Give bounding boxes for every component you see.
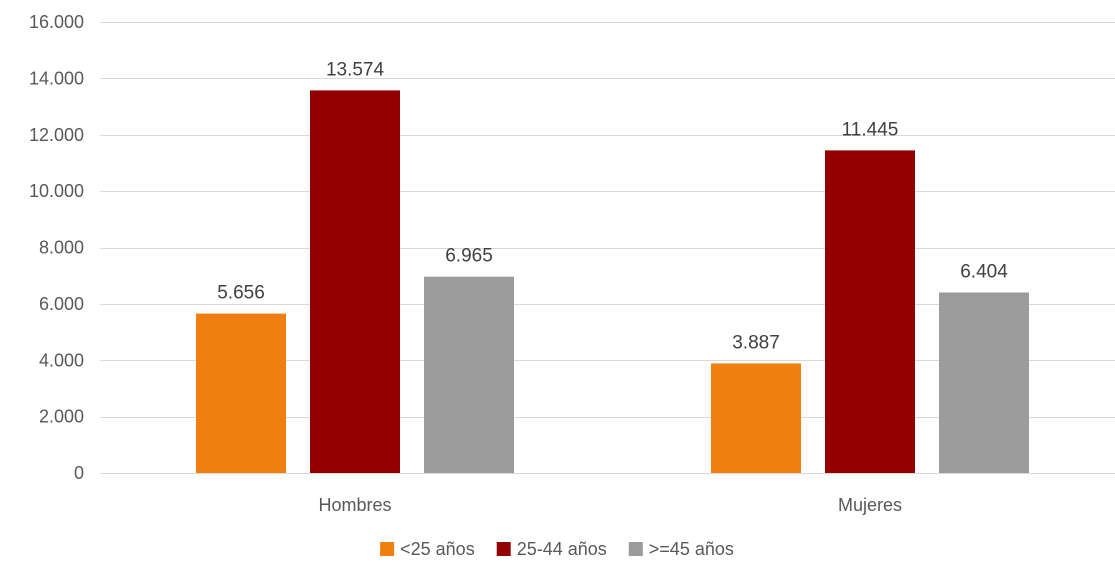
x-category-label: Hombres [318,495,391,515]
legend-label: <25 años [400,539,475,559]
y-tick-label: 8.000 [39,238,84,258]
bar [424,276,514,473]
legend-swatch [628,542,643,556]
legend-label: >=45 años [649,539,734,559]
bar [939,292,1029,473]
y-tick-label: 6.000 [39,294,84,314]
data-label: 6.404 [960,261,1008,282]
y-tick-label: 10.000 [29,181,84,201]
legend-label: 25-44 años [517,539,607,559]
data-label: 13.574 [326,59,385,80]
y-tick-label: 14.000 [29,68,84,88]
legend-swatch [380,542,395,556]
x-axis-categories: Hombres Mujeres [318,495,902,515]
y-axis-ticks: 0 2.000 4.000 6.000 8.000 10.000 12.000 14.000 1… [29,12,84,483]
x-category-label: Mujeres [838,495,902,515]
data-label: 5.656 [217,283,265,304]
data-label: 11.445 [842,119,899,140]
y-tick-label: 2.000 [39,407,84,427]
legend-item: 25-44 años [496,539,607,559]
y-tick-label: 0 [74,463,84,483]
y-tick-label: 12.000 [29,125,84,145]
legend-item: >=45 años [628,539,734,559]
bar [711,363,801,473]
y-tick-label: 4.000 [39,350,84,370]
legend: <25 años 25-44 años >=45 años [380,539,734,559]
bars [196,90,1029,474]
data-label: 6.965 [445,246,493,267]
data-labels: 5.656 13.574 6.965 3.887 11.445 6.404 [217,59,1008,353]
bar [825,150,915,474]
bar [196,313,286,473]
legend-swatch [496,542,511,556]
data-label: 3.887 [732,332,780,353]
legend-item: <25 años [380,539,475,559]
bar [310,90,400,473]
y-tick-label: 16.000 [29,12,84,32]
